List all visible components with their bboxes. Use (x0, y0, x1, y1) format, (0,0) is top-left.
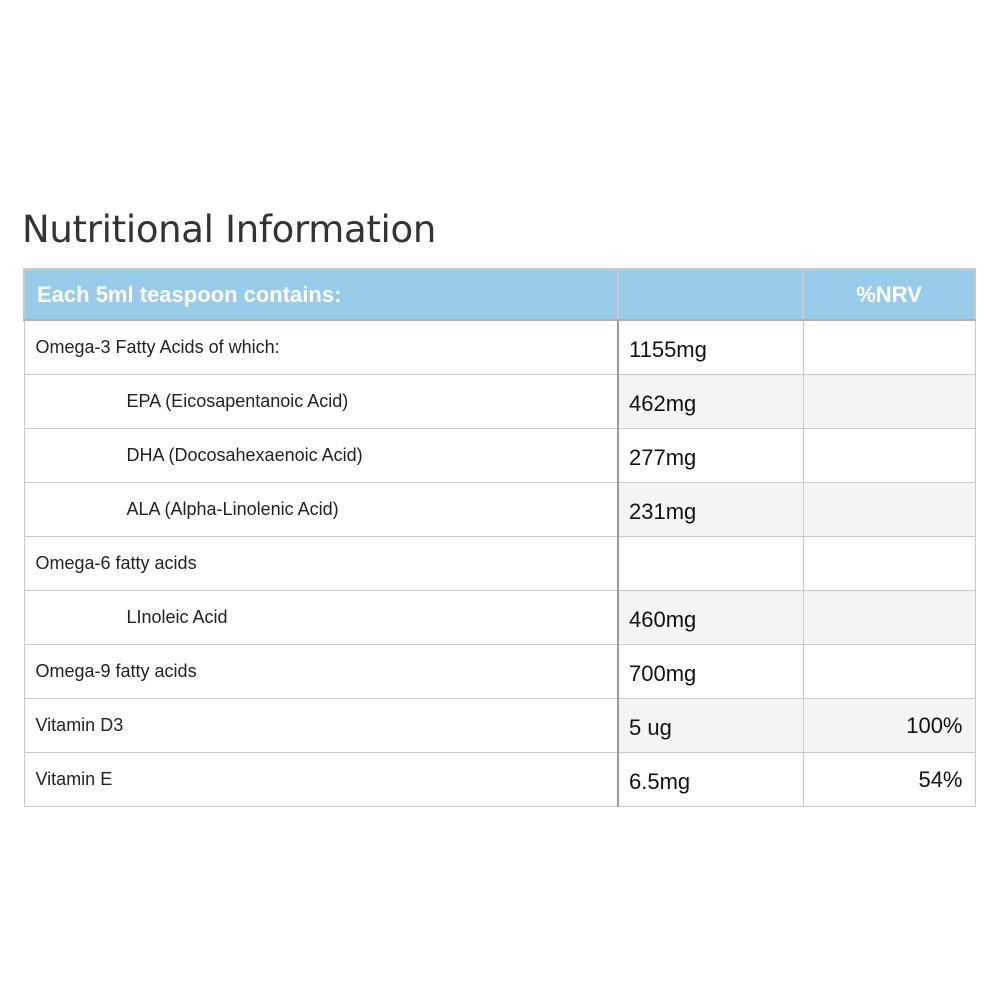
nutrient-name: DHA (Docosahexaenoic Acid) (23, 428, 619, 483)
table-row: Vitamin E 6.5mg 54% (23, 752, 976, 807)
nutrient-nrv (802, 536, 976, 591)
nutrient-nrv (802, 428, 976, 483)
table-row: LInoleic Acid 460mg (23, 590, 976, 645)
nutrient-name: Omega-3 Fatty Acids of which: (23, 319, 619, 375)
table-row: Omega-6 fatty acids (23, 536, 976, 591)
nutrient-name: LInoleic Acid (23, 590, 619, 645)
nutrient-amount: 6.5mg (617, 752, 804, 807)
nutrient-amount (617, 536, 804, 591)
nutrient-amount: 277mg (617, 428, 804, 483)
nutrient-nrv (802, 590, 976, 645)
nutrient-name: ALA (Alpha-Linolenic Acid) (23, 482, 619, 537)
nutrient-name: Omega-6 fatty acids (23, 536, 619, 591)
nutrition-table: Each 5ml teaspoon contains: %NRV Omega-3… (23, 268, 976, 807)
nutrient-name: EPA (Eicosapentanoic Acid) (23, 374, 619, 429)
nutrient-name: Vitamin D3 (23, 698, 619, 753)
nutrient-name: Omega-9 fatty acids (23, 644, 619, 699)
table-row: Vitamin D3 5 ug 100% (23, 698, 976, 753)
nutrient-nrv (802, 482, 976, 537)
nutrient-amount: 5 ug (617, 698, 804, 753)
nutrient-name: Vitamin E (23, 752, 619, 807)
header-amount (617, 268, 804, 321)
nutrient-amount: 1155mg (617, 319, 804, 375)
nutrient-nrv (802, 374, 976, 429)
table-row: Omega-3 Fatty Acids of which: 1155mg (23, 319, 976, 375)
table-header-row: Each 5ml teaspoon contains: %NRV (23, 268, 976, 321)
nutrient-amount: 700mg (617, 644, 804, 699)
nutrient-amount: 231mg (617, 482, 804, 537)
nutrient-nrv (802, 319, 976, 375)
table-row: Omega-9 fatty acids 700mg (23, 644, 976, 699)
nutrient-nrv: 54% (802, 752, 976, 807)
table-row: DHA (Docosahexaenoic Acid) 277mg (23, 428, 976, 483)
table-row: ALA (Alpha-Linolenic Acid) 231mg (23, 482, 976, 537)
page-title: Nutritional Information (22, 208, 436, 251)
nutrient-nrv: 100% (802, 698, 976, 753)
nutrient-amount: 460mg (617, 590, 804, 645)
header-item: Each 5ml teaspoon contains: (23, 268, 619, 321)
header-nrv: %NRV (802, 268, 976, 321)
table-row: EPA (Eicosapentanoic Acid) 462mg (23, 374, 976, 429)
nutrient-amount: 462mg (617, 374, 804, 429)
nutrient-nrv (802, 644, 976, 699)
